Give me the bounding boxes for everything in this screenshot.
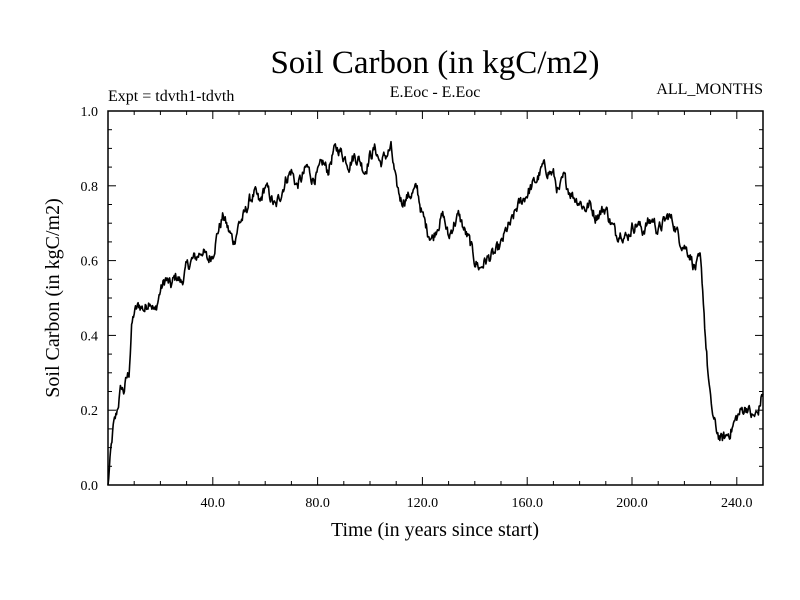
- x-tick-label: 120.0: [407, 496, 439, 511]
- x-tick-label: 80.0: [305, 496, 330, 511]
- y-tick-label: 0.2: [81, 404, 99, 419]
- y-tick-label: 0.6: [81, 255, 99, 270]
- plot-area: [107, 110, 764, 486]
- x-tick-label: 240.0: [721, 496, 753, 511]
- y-tick-label: 0.4: [81, 329, 99, 344]
- x-axis-label: Time (in years since start): [331, 519, 539, 541]
- y-axis-label: Soil Carbon (in kgC/m2): [42, 198, 64, 397]
- y-tick-labels: 0.0 0.2 0.4 0.6 0.8 1.0: [81, 105, 99, 494]
- x-tick-label: 200.0: [616, 496, 648, 511]
- y-tick-label: 1.0: [81, 105, 99, 120]
- region-label: E.Eoc - E.Eoc: [390, 84, 481, 101]
- soil-carbon-series-line: [107, 140, 764, 486]
- y-tick-label: 0.8: [81, 180, 99, 195]
- plot-frame: [107, 110, 764, 486]
- y-tick-label: 0.0: [81, 479, 99, 494]
- experiment-label: Expt = tdvth1-tdvth: [108, 88, 234, 105]
- months-label: ALL_MONTHS: [656, 81, 763, 98]
- chart-title: Soil Carbon (in kgC/m2): [270, 45, 599, 81]
- x-tick-labels: 40.0 80.0 120.0 160.0 200.0 240.0: [201, 496, 753, 511]
- x-tick-label: 160.0: [511, 496, 543, 511]
- x-tick-label: 40.0: [201, 496, 226, 511]
